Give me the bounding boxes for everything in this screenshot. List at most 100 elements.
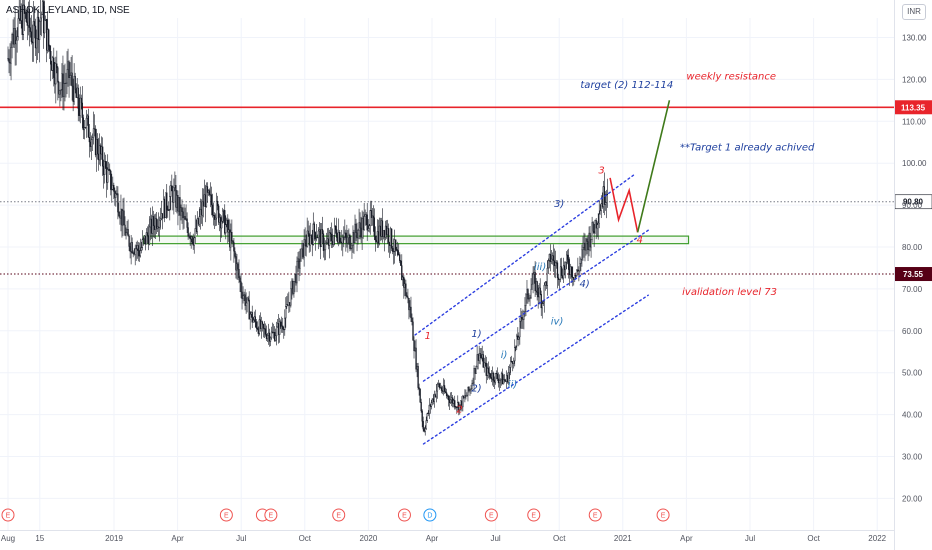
- candle-body: [165, 192, 167, 218]
- candle-body: [105, 161, 107, 168]
- candle-body: [274, 335, 277, 341]
- candle-body: [411, 317, 413, 323]
- candle-body: [73, 75, 75, 102]
- candle-body: [406, 295, 408, 298]
- wave-label: 3: [598, 166, 604, 177]
- event-letter: E: [531, 513, 536, 520]
- candle-body: [587, 241, 589, 251]
- candle-body: [341, 241, 343, 244]
- candle-body: [72, 85, 74, 102]
- candle-body: [71, 72, 73, 87]
- candle-body: [156, 226, 159, 229]
- candle-body: [53, 57, 55, 78]
- price-candles: [7, 0, 609, 436]
- candle-body: [388, 242, 391, 246]
- candle-body: [480, 355, 482, 359]
- candle-body: [546, 267, 548, 286]
- wave-label: ii): [508, 379, 517, 390]
- candle-body: [210, 194, 213, 206]
- channel-line: [414, 172, 637, 336]
- candle-body: [494, 373, 497, 383]
- candle-body: [310, 235, 312, 239]
- candle-body: [265, 334, 268, 339]
- candle-body: [119, 215, 121, 219]
- candle-body: [106, 167, 108, 183]
- candle-body: [256, 327, 258, 329]
- candle-body: [557, 277, 560, 280]
- candle-body: [540, 294, 542, 309]
- candle-body: [463, 395, 465, 398]
- candle-body: [453, 400, 455, 404]
- candle-body: [397, 250, 399, 256]
- candle-body: [496, 373, 499, 380]
- candle-body: [34, 25, 37, 49]
- annotation-label: **Target 1 already achived: [680, 143, 815, 154]
- price-tick-label: 50.00: [902, 369, 923, 378]
- candle-body: [243, 294, 245, 297]
- candle-body: [311, 237, 313, 245]
- candle-body: [348, 234, 350, 238]
- candle-body: [223, 210, 225, 212]
- candle-body: [111, 189, 113, 191]
- level-price-tag: [895, 100, 932, 115]
- candle-body: [483, 362, 485, 368]
- time-tick-label: Apr: [680, 534, 693, 543]
- candle-body: [131, 242, 133, 253]
- candle-body: [185, 218, 187, 220]
- candle-body: [379, 225, 382, 237]
- candle-body: [46, 19, 48, 51]
- candle-body: [289, 302, 291, 306]
- candle-body: [257, 328, 259, 334]
- candle-body: [155, 218, 158, 229]
- candle-body: [209, 194, 212, 196]
- candle-body: [373, 217, 375, 237]
- candle-body: [146, 232, 149, 236]
- earnings-event-icon: [484, 508, 498, 522]
- candle-body: [64, 82, 66, 84]
- candle-body: [15, 40, 17, 45]
- candle-body: [447, 395, 450, 401]
- candle-body: [211, 204, 214, 216]
- candle-body: [390, 228, 393, 249]
- candle-body: [143, 235, 146, 239]
- candle-body: [576, 269, 578, 277]
- candle-body: [600, 203, 602, 212]
- candle-body: [470, 388, 472, 391]
- candle-body: [88, 137, 91, 143]
- candle-body: [375, 239, 378, 243]
- event-letter: E: [489, 513, 494, 520]
- candle-body: [36, 16, 39, 39]
- candle-body: [62, 73, 64, 97]
- candle-body: [396, 249, 398, 251]
- candle-body: [563, 265, 566, 270]
- candle-body: [100, 146, 103, 155]
- candle-body: [55, 63, 57, 85]
- candle-body: [322, 233, 325, 251]
- candle-body: [90, 139, 93, 147]
- candle-body: [239, 277, 241, 282]
- candle-body: [585, 238, 587, 251]
- currency-badge[interactable]: INR: [902, 4, 926, 20]
- candle-body: [465, 395, 467, 397]
- candle-body: [226, 219, 228, 225]
- candle-body: [327, 238, 330, 246]
- candle-body: [261, 321, 264, 325]
- candle-body: [549, 253, 552, 262]
- trend-channels: [414, 172, 649, 445]
- candle-body: [170, 185, 172, 197]
- candle-body: [586, 238, 588, 242]
- candle-body: [364, 214, 366, 217]
- candle-body: [497, 378, 500, 384]
- candle-body: [308, 233, 310, 246]
- candle-body: [333, 225, 336, 236]
- candle-body: [264, 328, 267, 335]
- candle-body: [37, 16, 40, 41]
- candle-body: [45, 19, 47, 21]
- candle-body: [108, 168, 110, 170]
- price-tick-label: 70.00: [902, 285, 923, 294]
- candle-body: [275, 326, 278, 336]
- candle-body: [190, 236, 192, 240]
- wave-label: 3): [554, 199, 564, 210]
- candle-body: [56, 63, 58, 68]
